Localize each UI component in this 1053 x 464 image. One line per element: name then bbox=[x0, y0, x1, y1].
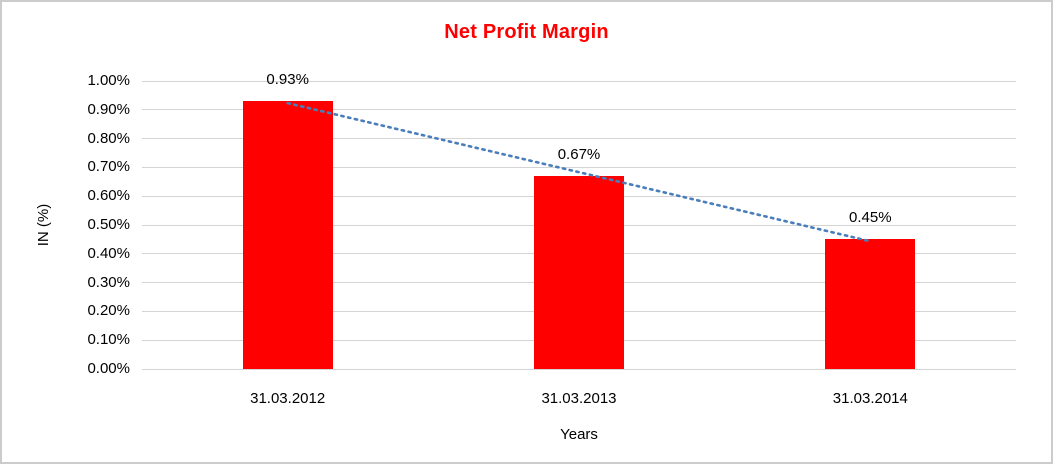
y-tick-label: 0.90% bbox=[87, 100, 130, 118]
chart-title: Net Profit Margin bbox=[444, 21, 609, 43]
bar bbox=[825, 239, 916, 369]
bar-value-label: 0.67% bbox=[557, 146, 601, 164]
bar-value-label: 0.45% bbox=[849, 209, 892, 227]
x-tick-label: 31.03.2013 bbox=[541, 390, 617, 407]
bar bbox=[242, 101, 333, 369]
y-tick-label: 0.10% bbox=[87, 331, 130, 349]
bar-value-label: 0.93% bbox=[266, 71, 309, 89]
y-tick-label: 0.80% bbox=[87, 129, 130, 147]
y-axis-title: IN (%) bbox=[35, 203, 52, 247]
y-tick-label: 0.30% bbox=[87, 273, 130, 291]
y-tick-label: 0.60% bbox=[87, 187, 130, 205]
bar bbox=[534, 176, 624, 369]
x-axis-title: Years bbox=[560, 426, 598, 443]
y-tick-label: 0.00% bbox=[87, 360, 130, 377]
x-tick-label: 31.03.2012 bbox=[250, 390, 326, 407]
y-tick-label: 0.50% bbox=[87, 216, 130, 233]
y-tick-label: 0.40% bbox=[87, 244, 130, 262]
y-tick-label: 0.70% bbox=[87, 158, 130, 176]
x-tick-label: 31.03.2014 bbox=[832, 390, 908, 407]
y-tick-label: 0.20% bbox=[87, 302, 130, 320]
y-tick-label: 1.00% bbox=[87, 72, 130, 89]
